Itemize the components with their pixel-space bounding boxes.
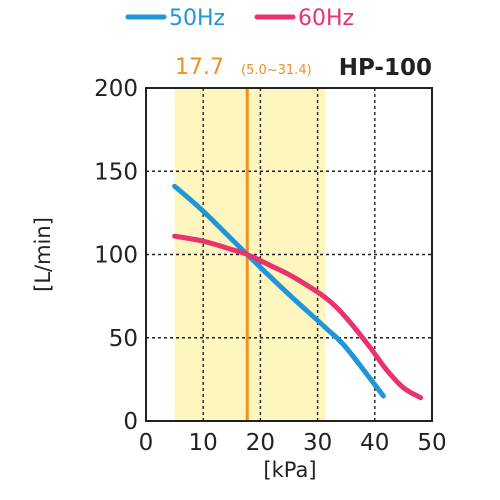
x-axis-ticks: 0 10 20 30 40 50: [139, 430, 447, 456]
legend-item-50hz: 50Hz: [125, 6, 225, 31]
series-line-60hz: [172, 233, 424, 401]
plot-area: [145, 87, 433, 422]
series-line-50hz: [172, 183, 386, 399]
x-tick-label: 30: [303, 430, 332, 456]
x-tick-label: 20: [246, 430, 275, 456]
plot-frame: [145, 87, 433, 422]
y-axis-label: [L/min]: [31, 217, 55, 292]
model-label: HP-100: [339, 55, 432, 81]
legend-item-60hz: 60Hz: [254, 6, 354, 31]
operating-range-label: (5.0~31.4): [241, 63, 312, 78]
x-tick-label: 50: [417, 430, 446, 456]
x-tick-label: 40: [360, 430, 389, 456]
operating-point-value: 17.7: [175, 55, 224, 80]
y-tick-label: 150: [94, 159, 138, 185]
x-tick-label: 0: [139, 430, 154, 456]
y-tick-label: 100: [94, 243, 138, 269]
y-tick-label: 200: [94, 76, 138, 102]
y-tick-label: 0: [123, 409, 138, 435]
operating-point-header: 17.7 (5.0~31.4) HP-100: [175, 55, 432, 81]
legend: 50Hz 60Hz: [125, 6, 354, 31]
x-tick-label: 10: [189, 430, 218, 456]
x-axis-label: [kPa]: [263, 458, 316, 482]
y-tick-label: 50: [109, 326, 138, 352]
legend-label: 60Hz: [298, 6, 354, 31]
legend-label: 50Hz: [169, 6, 225, 31]
y-axis-ticks: 0 50 100 150 200: [94, 76, 138, 435]
